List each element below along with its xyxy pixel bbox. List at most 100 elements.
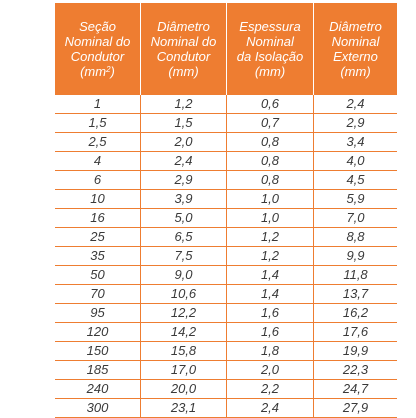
table-row: 4 2,4 0,8 4,0: [55, 152, 397, 171]
cell-diametro-externo: 22,3: [314, 361, 397, 380]
cell-diametro-externo: 4,0: [314, 152, 397, 171]
cell-espessura-isolacao: 1,0: [227, 190, 314, 209]
header-diametro-externo: Diâmetro Nominal Externo (mm): [314, 3, 397, 95]
table-row: 2,5 2,0 0,8 3,4: [55, 133, 397, 152]
header-diametro-condutor: Diâmetro Nominal do Condutor (mm): [141, 3, 227, 95]
table-row: 16 5,0 1,0 7,0: [55, 209, 397, 228]
cell-diametro-condutor: 5,0: [141, 209, 227, 228]
table-row: 35 7,5 1,2 9,9: [55, 247, 397, 266]
cell-espessura-isolacao: 0,8: [227, 152, 314, 171]
cell-diametro-condutor: 9,0: [141, 266, 227, 285]
table-row: 240 20,0 2,2 24,7: [55, 380, 397, 399]
cell-espessura-isolacao: 0,7: [227, 114, 314, 133]
header-line: Nominal: [246, 34, 294, 49]
cell-diametro-externo: 19,9: [314, 342, 397, 361]
header-line: Nominal do: [150, 34, 217, 49]
cell-diametro-externo: 2,9: [314, 114, 397, 133]
cell-espessura-isolacao: 1,8: [227, 342, 314, 361]
cell-secao-nominal: 6: [55, 171, 141, 190]
cell-secao-nominal: 25: [55, 228, 141, 247]
header-line: Diâmetro: [329, 19, 382, 34]
cell-secao-nominal: 2,5: [55, 133, 141, 152]
table-row: 185 17,0 2,0 22,3: [55, 361, 397, 380]
cell-secao-nominal: 50: [55, 266, 141, 285]
cell-secao-nominal: 10: [55, 190, 141, 209]
cell-diametro-externo: 27,9: [314, 399, 397, 418]
table-row: 70 10,6 1,4 13,7: [55, 285, 397, 304]
cell-diametro-condutor: 3,9: [141, 190, 227, 209]
header-line: da Isolação: [236, 49, 304, 64]
cell-diametro-externo: 11,8: [314, 266, 397, 285]
cell-espessura-isolacao: 0,8: [227, 133, 314, 152]
cell-diametro-externo: 7,0: [314, 209, 397, 228]
header-line: Externo: [333, 49, 378, 64]
cell-diametro-externo: 5,9: [314, 190, 397, 209]
cell-secao-nominal: 70: [55, 285, 141, 304]
header-line: (mm): [340, 64, 371, 79]
header-espessura-isolacao: Espessura Nominal da Isolação (mm): [227, 3, 314, 95]
cell-espessura-isolacao: 1,4: [227, 266, 314, 285]
header-line: (mm2): [57, 64, 138, 79]
cell-diametro-condutor: 10,6: [141, 285, 227, 304]
table-header: Seção Nominal do Condutor (mm2) Diâmetro Nomi…: [55, 3, 397, 95]
cell-espessura-isolacao: 2,2: [227, 380, 314, 399]
cell-diametro-externo: 17,6: [314, 323, 397, 342]
cell-secao-nominal: 4: [55, 152, 141, 171]
cell-secao-nominal: 16: [55, 209, 141, 228]
table-row: 25 6,5 1,2 8,8: [55, 228, 397, 247]
cell-espessura-isolacao: 0,6: [227, 95, 314, 114]
cell-diametro-condutor: 6,5: [141, 228, 227, 247]
cell-espessura-isolacao: 1,2: [227, 247, 314, 266]
header-row: Seção Nominal do Condutor (mm2) Diâmetro Nomi…: [55, 3, 397, 95]
cable-spec-table: Seção Nominal do Condutor (mm2) Diâmetro Nomi…: [55, 3, 397, 418]
header-line-suffix: ): [110, 64, 115, 79]
cell-secao-nominal: 1,5: [55, 114, 141, 133]
cell-diametro-condutor: 15,8: [141, 342, 227, 361]
cell-diametro-condutor: 17,0: [141, 361, 227, 380]
cell-diametro-condutor: 1,5: [141, 114, 227, 133]
table-row: 50 9,0 1,4 11,8: [55, 266, 397, 285]
cell-diametro-condutor: 2,0: [141, 133, 227, 152]
header-line: (mm): [168, 64, 199, 79]
cell-secao-nominal: 185: [55, 361, 141, 380]
cell-espessura-isolacao: 1,0: [227, 209, 314, 228]
header-line: Seção: [79, 19, 116, 34]
header-line: Espessura: [239, 19, 301, 34]
table-body: 1 1,2 0,6 2,4 1,5 1,5 0,7 2,9 2,5 2,0 0,8 3,4 4 2,4 0,…: [55, 95, 397, 418]
header-secao-nominal: Seção Nominal do Condutor (mm2): [55, 3, 141, 95]
cell-espessura-isolacao: 1,6: [227, 323, 314, 342]
cell-diametro-externo: 13,7: [314, 285, 397, 304]
cell-secao-nominal: 150: [55, 342, 141, 361]
header-line: Condutor: [70, 49, 125, 64]
header-line: Diâmetro: [157, 19, 210, 34]
cell-diametro-condutor: 14,2: [141, 323, 227, 342]
cell-diametro-condutor: 2,4: [141, 152, 227, 171]
cell-secao-nominal: 35: [55, 247, 141, 266]
cell-secao-nominal: 95: [55, 304, 141, 323]
cell-diametro-condutor: 2,9: [141, 171, 227, 190]
header-line: (mm): [254, 64, 286, 79]
table-row: 120 14,2 1,6 17,6: [55, 323, 397, 342]
header-unit-superscript: 2: [106, 65, 111, 74]
cell-diametro-condutor: 1,2: [141, 95, 227, 114]
cell-diametro-externo: 9,9: [314, 247, 397, 266]
cell-secao-nominal: 300: [55, 399, 141, 418]
cell-secao-nominal: 240: [55, 380, 141, 399]
cell-diametro-externo: 8,8: [314, 228, 397, 247]
cell-diametro-externo: 24,7: [314, 380, 397, 399]
table-row: 1,5 1,5 0,7 2,9: [55, 114, 397, 133]
cell-diametro-externo: 3,4: [314, 133, 397, 152]
cell-secao-nominal: 120: [55, 323, 141, 342]
cell-diametro-condutor: 20,0: [141, 380, 227, 399]
cell-secao-nominal: 1: [55, 95, 141, 114]
table-row: 300 23,1 2,4 27,9: [55, 399, 397, 418]
cell-espessura-isolacao: 1,6: [227, 304, 314, 323]
header-line: Condutor: [156, 49, 211, 64]
cell-espessura-isolacao: 2,0: [227, 361, 314, 380]
header-line-text: (mm: [80, 64, 107, 79]
header-line: Nominal do: [64, 34, 131, 49]
cell-diametro-condutor: 7,5: [141, 247, 227, 266]
cell-espessura-isolacao: 0,8: [227, 171, 314, 190]
table-row: 95 12,2 1,6 16,2: [55, 304, 397, 323]
cell-espessura-isolacao: 1,4: [227, 285, 314, 304]
